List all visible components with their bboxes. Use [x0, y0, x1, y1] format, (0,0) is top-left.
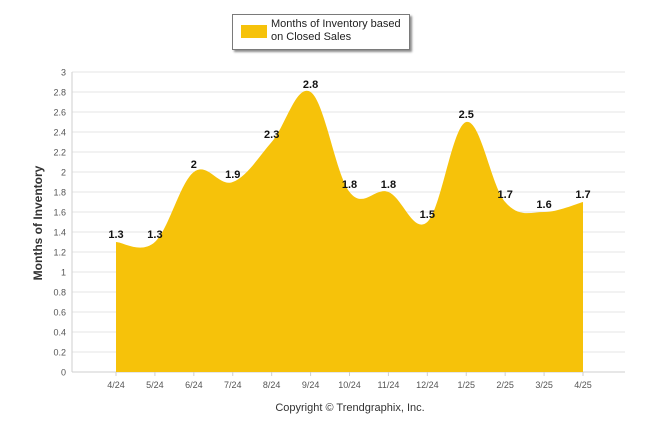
data-label: 1.6	[536, 199, 551, 211]
x-tick-label: 2/25	[496, 380, 514, 390]
y-tick-label: 1	[61, 268, 66, 278]
data-label: 2	[191, 159, 197, 171]
y-tick-label: 1.6	[53, 208, 66, 218]
y-tick-label: 3	[61, 68, 66, 78]
x-tick-label: 11/24	[377, 380, 399, 390]
y-tick-label: 1.2	[53, 248, 66, 258]
data-label: 2.5	[459, 109, 474, 121]
data-label: 2.3	[264, 129, 279, 141]
data-label: 1.7	[498, 189, 513, 201]
data-label: 1.8	[381, 179, 396, 191]
copyright-text: Copyright © Trendgraphix, Inc.	[275, 402, 425, 414]
y-tick-label: 1.8	[53, 188, 66, 198]
x-tick-label: 8/24	[263, 380, 281, 390]
x-tick-label: 3/25	[535, 380, 553, 390]
y-tick-label: 2	[61, 168, 66, 178]
x-tick-label: 5/24	[146, 380, 164, 390]
series-area	[116, 90, 583, 372]
y-tick-label: 2.2	[53, 148, 66, 158]
y-tick-label: 2.8	[53, 88, 66, 98]
legend-swatch	[241, 25, 267, 38]
data-label: 1.8	[342, 179, 357, 191]
y-tick-label: 0.4	[53, 328, 66, 338]
data-label: 1.3	[147, 229, 162, 241]
x-tick-label: 12/24	[416, 380, 439, 390]
y-tick-label: 0.8	[53, 288, 66, 298]
y-tick-label: 1.4	[53, 228, 66, 238]
data-label: 1.9	[225, 169, 240, 181]
y-tick-label: 0.6	[53, 308, 66, 318]
legend-label: Months of Inventory based on Closed Sale…	[271, 18, 401, 43]
data-label: 1.5	[420, 209, 435, 221]
y-tick-label: 2.6	[53, 108, 66, 118]
y-tick-label: 0.2	[53, 348, 66, 358]
x-tick-label: 4/24	[107, 380, 125, 390]
data-label: 2.8	[303, 79, 318, 91]
y-tick-label: 0	[61, 368, 66, 378]
data-label: 1.7	[575, 189, 590, 201]
x-tick-label: 7/24	[224, 380, 242, 390]
x-tick-label: 1/25	[457, 380, 475, 390]
x-tick-label: 9/24	[302, 380, 320, 390]
legend: Months of Inventory based on Closed Sale…	[232, 14, 410, 50]
x-tick-label: 10/24	[338, 380, 361, 390]
y-tick-label: 2.4	[53, 128, 66, 138]
x-tick-label: 4/25	[574, 380, 592, 390]
data-label: 1.3	[108, 229, 123, 241]
x-tick-label: 6/24	[185, 380, 203, 390]
